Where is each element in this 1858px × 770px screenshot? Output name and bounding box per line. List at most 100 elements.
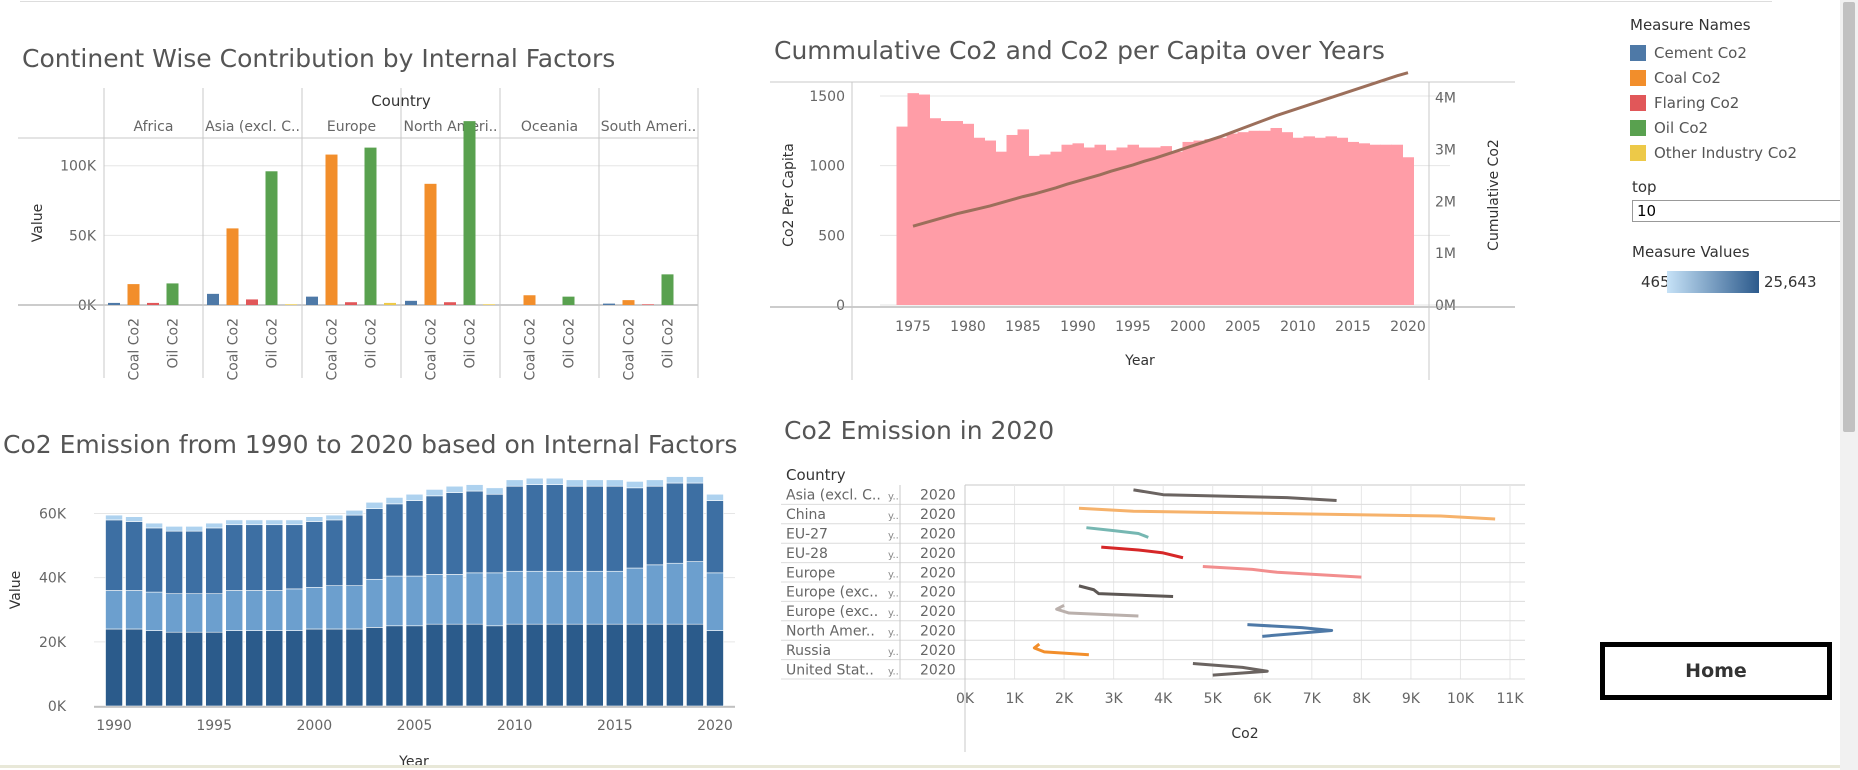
bar xyxy=(325,154,338,305)
stacked-segment xyxy=(626,567,644,625)
x-tick-label: 2005 xyxy=(397,718,433,734)
stacked-segment xyxy=(185,593,203,633)
stacked-segment xyxy=(205,631,224,707)
column-label: Europe xyxy=(327,119,376,135)
per-capita-bar xyxy=(1226,133,1238,305)
stacked-segment xyxy=(265,524,284,591)
bar xyxy=(444,302,456,305)
stacked-segment xyxy=(225,590,244,631)
per-capita-bar xyxy=(1292,137,1304,305)
y2-tick-label: 0M xyxy=(1435,298,1456,314)
legend-label: Flaring Co2 xyxy=(1654,93,1740,112)
home-button[interactable]: Home xyxy=(1600,642,1832,700)
year-label: 2020 xyxy=(920,565,956,581)
stacked-segment xyxy=(285,519,304,526)
row-marker: y.. xyxy=(888,608,899,619)
legend-label: Cement Co2 xyxy=(1654,43,1747,62)
legend-swatch xyxy=(1630,144,1646,161)
stacked-segment xyxy=(565,479,584,487)
top-filter-input[interactable] xyxy=(1632,200,1850,222)
scrollbar-thumb[interactable] xyxy=(1843,2,1855,432)
stacked-segment xyxy=(445,492,464,575)
stacked-segment xyxy=(385,575,404,627)
legend-item[interactable]: Cement Co2 xyxy=(1630,40,1840,65)
stacked-segment xyxy=(525,623,544,707)
stacked-segment xyxy=(205,593,224,633)
per-capita-bar xyxy=(1017,129,1029,305)
measure-axis-label: Oil Co2 xyxy=(661,318,677,369)
stacked-segment xyxy=(485,625,504,707)
y2-axis-label: Cumulative Co2 xyxy=(1486,139,1502,251)
stacked-segment xyxy=(305,521,324,588)
per-capita-bar xyxy=(929,118,941,305)
y-tick-label: 0K xyxy=(48,699,67,715)
stacked-segment xyxy=(485,572,504,627)
stacked-segment xyxy=(265,519,284,526)
x-tick-label: 1K xyxy=(1005,691,1024,707)
legend-item[interactable]: Other Industry Co2 xyxy=(1630,140,1840,165)
legend-item[interactable]: Oil Co2 xyxy=(1630,115,1840,140)
vertical-scrollbar[interactable] xyxy=(1840,0,1858,770)
stacked-segment xyxy=(605,485,624,572)
x-tick-label: 11K xyxy=(1497,691,1525,707)
stacked-bar-chart[interactable]: 0K 20K 40K 60K Value 1990 1995 2000 2005 2010 2015… xyxy=(0,470,750,770)
year-label: 2020 xyxy=(920,604,956,620)
measure-axis-label: Coal Co2 xyxy=(325,318,341,380)
stacked-segment xyxy=(365,627,384,707)
top-divider xyxy=(20,1,1772,2)
stacked-segment xyxy=(706,493,724,501)
measure-names-legend: Measure Names Cement Co2 Coal Co2 Flarin… xyxy=(1630,16,1840,165)
per-capita-bar xyxy=(940,121,952,306)
stacked-segment xyxy=(706,630,724,707)
column-label: South Ameri.. xyxy=(601,119,697,135)
continent-chart-title: Continent Wise Contribution by Internal … xyxy=(22,44,616,73)
per-capita-bar xyxy=(1259,130,1271,305)
stacked-segment xyxy=(425,623,444,707)
per-capita-bar xyxy=(1402,157,1414,305)
stacked-segment xyxy=(125,516,143,522)
row-marker: y.. xyxy=(888,492,899,503)
stacked-segment xyxy=(345,514,364,586)
year-label: 2020 xyxy=(920,527,956,543)
stacked-segment xyxy=(686,623,704,707)
stacked-segment xyxy=(225,630,244,707)
stacked-segment xyxy=(485,487,504,495)
x-tick-label: 1975 xyxy=(895,319,931,335)
country-label: Europe (exc.. xyxy=(786,604,878,620)
bar xyxy=(424,183,437,305)
stacked-segment xyxy=(445,574,464,625)
stacked-segment xyxy=(605,570,624,625)
stacked-segment xyxy=(365,508,384,580)
legend-item[interactable]: Flaring Co2 xyxy=(1630,90,1840,115)
stacked-segment xyxy=(185,526,203,532)
country-label: United Stat.. xyxy=(786,662,874,678)
country-label: Asia (excl. C.. xyxy=(786,488,881,504)
legend-item[interactable]: Coal Co2 xyxy=(1630,65,1840,90)
row-marker: y.. xyxy=(888,569,899,580)
per-capita-bar xyxy=(1358,143,1370,305)
stacked-segment xyxy=(565,570,584,625)
legend-label: Coal Co2 xyxy=(1654,68,1721,87)
country-label: North Amer.. xyxy=(786,624,875,640)
stacked-segment xyxy=(245,630,264,707)
bar xyxy=(265,171,278,305)
year-label: 2020 xyxy=(920,488,956,504)
per-capita-bar xyxy=(1039,154,1051,305)
x-tick-label: 9K xyxy=(1402,691,1421,707)
stacked-chart-title: Co2 Emission from 1990 to 2020 based on … xyxy=(3,430,738,459)
per-capita-bar xyxy=(1171,151,1183,305)
emission2020-line-chart[interactable]: Country Asia (excl. C.. 2020 y.. China 2020 y.… xyxy=(775,460,1535,752)
stacked-segment xyxy=(646,479,664,487)
row-marker: y.. xyxy=(888,511,899,522)
y-tick-label: 50K xyxy=(69,228,97,244)
stacked-segment xyxy=(385,625,404,707)
per-capita-bar xyxy=(1050,151,1062,305)
stacked-segment xyxy=(585,485,604,572)
cumulative-combo-chart[interactable]: 0 500 1000 1500 0M 1M 2M 3M 4M Co2 Per Capita Cumu… xyxy=(760,70,1520,380)
y2-tick-label: 1M xyxy=(1435,246,1456,262)
country-label: Europe xyxy=(786,565,835,581)
bar xyxy=(642,304,654,305)
stacked-segment xyxy=(666,623,684,707)
x-tick-label: 7K xyxy=(1303,691,1322,707)
